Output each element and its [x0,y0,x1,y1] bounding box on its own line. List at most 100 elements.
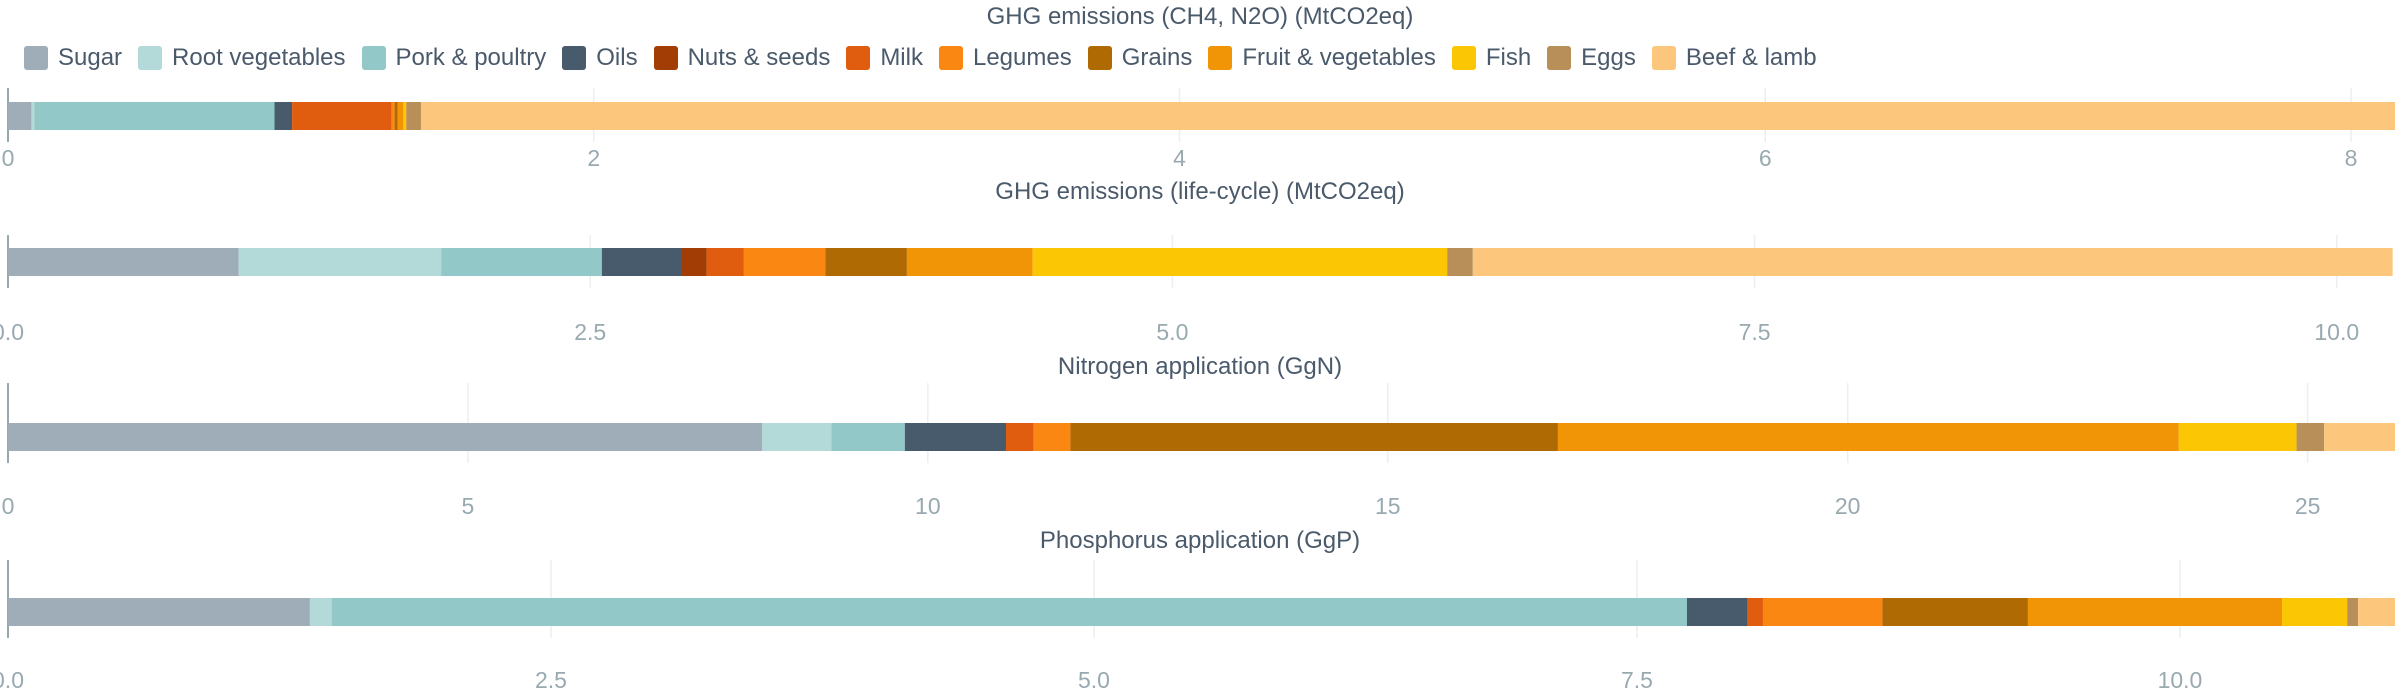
panel-title: Phosphorus application (GgP) [1040,527,1360,554]
bar-segment-milk [1747,598,1763,626]
legend-label: Pork & poultry [395,44,547,71]
tick-label: 2.5 [535,667,567,693]
tick-label: 4 [1173,145,1186,171]
tick-label: 8 [2345,145,2358,171]
tick-label: 0.0 [0,667,24,693]
chart-legend: Sugar Root vegetables Pork & poultry Oils Nu… [24,40,1833,76]
bar-segment-pork-and-poultry [441,248,602,276]
bar-segment-root-vegetables [31,102,35,130]
bar-segment-legumes [1762,598,1883,626]
bar-segment-grains [1070,423,1558,451]
tick-label: 5.0 [1078,667,1110,693]
tick-label: 0.0 [0,319,24,345]
legend-item-fruit-and-vegetables[interactable]: Fruit & vegetables [1208,44,1436,72]
panel-3: 0 5 10 15 20 25 Nitrogen application (GgN) [2,353,2395,519]
bar-segment-beef-and-lamb [2358,598,2395,626]
bar-segment-fruit-and-vegetables [906,248,1033,276]
legend-swatch [1451,46,1476,70]
legend-item-milk[interactable]: Milk [846,44,923,72]
bar-segment-milk [292,102,392,130]
legend-item-eggs[interactable]: Eggs [1547,44,1636,72]
bar-segment-eggs [2296,423,2325,451]
legend-label: Fish [1485,44,1532,71]
bar-segment-oils [1686,598,1748,626]
tick-label: 6 [1759,145,1772,171]
bar-segment-legumes [1033,423,1071,451]
bar-segment-legumes [743,248,826,276]
bar-segment-oils [274,102,293,130]
bar-segment-eggs [1447,248,1473,276]
legend-item-root-vegetables[interactable]: Root vegetables [138,44,346,72]
legend-swatch [1651,46,1676,70]
tick-label: 2.5 [574,319,606,345]
bar-segment-grains [1882,598,2028,626]
bar-segment-legumes [391,102,395,130]
bar-segment-pork-and-poultry [34,102,275,130]
bar-segment-oils [601,248,682,276]
legend-label: Legumes [972,44,1072,71]
bar-segment-root-vegetables [238,248,442,276]
legend-item-pork-and-poultry[interactable]: Pork & poultry [361,44,547,72]
bar-segment-grains [825,248,907,276]
bar-segment-sugar [8,102,32,130]
bar-segment-fish [403,102,407,130]
legend-swatch [361,46,386,70]
legend-label: Beef & lamb [1685,44,1817,71]
panel-1: 0 2 4 6 8 GHG emissions (CH4, N2O) (MtCO2eq) [2,3,2396,171]
legend-item-beef-and-lamb[interactable]: Beef & lamb [1651,44,1817,72]
legend-item-nuts-and-seeds[interactable]: Nuts & seeds [653,44,830,72]
tick-label: 5.0 [1156,319,1188,345]
legend-label: Grains [1121,44,1193,71]
tick-label: 7.5 [1739,319,1771,345]
legend-swatch [1208,46,1233,70]
bar-segment-sugar [8,598,310,626]
legend-label: Sugar [58,44,123,71]
bar-segment-oils [904,423,1007,451]
bar-segment-root-vegetables [309,598,332,626]
bar-segment-milk [1006,423,1034,451]
panel-title: GHG emissions (CH4, N2O) (MtCO2eq) [987,3,1414,30]
legend-swatch [24,46,48,70]
tick-label: 10.0 [2158,667,2203,693]
bar-segment-pork-and-poultry [831,423,905,451]
legend-item-fish[interactable]: Fish [1451,44,1532,72]
tick-label: 0 [2,145,15,171]
tick-label: 2 [587,145,600,171]
legend-item-sugar[interactable]: Sugar [24,44,122,72]
legend-label: Fruit & vegetables [1242,44,1436,71]
legend-item-legumes[interactable]: Legumes [938,44,1072,72]
bar-segment-fruit-and-vegetables [1557,423,2179,451]
bar-segment-eggs [406,102,421,130]
bar-segment-sugar [8,423,763,451]
bar-segment-fruit-and-vegetables [2027,598,2283,626]
legend-item-oils[interactable]: Oils [562,44,638,72]
panel-4: 0.0 2.5 5.0 7.5 10.0 Phosphorus application (… [0,527,2395,693]
tick-label: 25 [2295,493,2321,519]
bar-segment-fish [1032,248,1448,276]
bar-segment-fruit-and-vegetables [397,102,404,130]
legend-item-grains[interactable]: Grains [1087,44,1193,72]
legend-label: Milk [880,44,923,71]
legend-swatch [653,46,678,70]
bar-segment-fish [2178,423,2297,451]
panel-title: GHG emissions (life-cycle) (MtCO2eq) [995,178,1404,205]
bar-segment-sugar [8,248,239,276]
bar-segment-pork-and-poultry [331,598,1687,626]
tick-label: 10.0 [2314,319,2359,345]
legend-label: Oils [596,44,638,71]
panel-title: Nitrogen application (GgN) [1058,353,1342,380]
tick-label: 0 [2,493,15,519]
bar-segment-milk [706,248,744,276]
bar-segment-nuts-and-seeds [681,248,707,276]
legend-swatch [938,46,963,70]
legend-swatch [846,46,871,70]
legend-swatch [562,46,587,70]
legend-swatch [138,46,163,70]
legend-swatch [1547,46,1572,70]
bar-segment-beef-and-lamb [420,102,2396,130]
tick-label: 20 [1835,493,1861,519]
bar-segment-beef-and-lamb [1472,248,2393,276]
legend-swatch [1087,46,1112,70]
bar-segment-root-vegetables [762,423,832,451]
